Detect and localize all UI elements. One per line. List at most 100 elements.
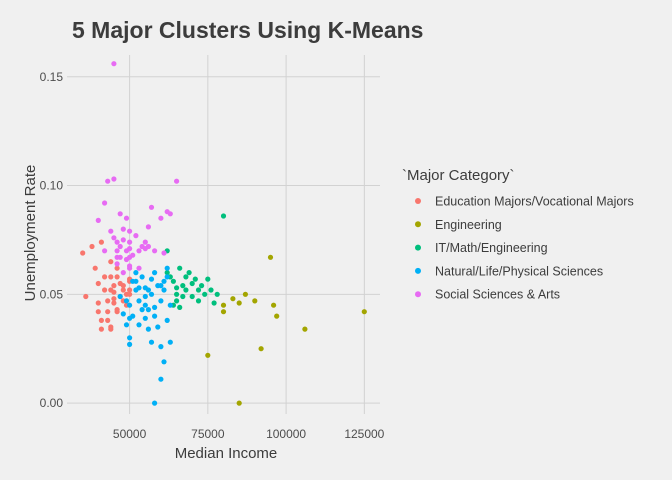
data-point	[108, 324, 114, 330]
grid-lines	[67, 55, 380, 414]
data-point	[102, 274, 108, 280]
data-point	[164, 274, 170, 280]
data-point	[164, 317, 170, 323]
x-axis-ticks: 50000 75000 100000 125000	[113, 427, 385, 441]
data-point	[214, 291, 220, 297]
data-point	[102, 200, 108, 206]
legend-label: Education Majors/Vocational Majors	[435, 195, 634, 209]
data-point	[195, 298, 202, 304]
data-point	[158, 376, 164, 382]
data-point	[142, 293, 148, 300]
data-point	[174, 298, 180, 304]
data-point	[142, 239, 148, 245]
data-point	[108, 228, 114, 234]
data-point	[152, 270, 158, 276]
data-point	[127, 302, 133, 308]
data-point	[123, 298, 130, 304]
data-point	[117, 243, 123, 250]
data-point	[145, 307, 151, 313]
data-point	[142, 315, 148, 321]
data-point	[114, 261, 120, 267]
data-point	[148, 276, 155, 282]
x-tick-label: 125000	[344, 427, 384, 441]
data-point	[111, 61, 117, 67]
data-point	[133, 278, 139, 284]
data-point	[133, 233, 139, 239]
data-point	[180, 283, 186, 289]
data-point	[95, 309, 101, 315]
data-points	[80, 61, 367, 406]
data-point	[174, 285, 180, 291]
legend-key	[415, 244, 421, 251]
data-point	[236, 400, 242, 406]
data-point	[114, 265, 120, 271]
data-point	[136, 265, 142, 271]
data-point	[167, 211, 173, 217]
legend-key	[415, 221, 421, 228]
data-point	[111, 300, 117, 306]
data-point	[98, 317, 104, 323]
y-axis-ticks: 0.00 0.05 0.10 0.15	[40, 70, 64, 410]
data-point	[127, 246, 133, 252]
data-point	[145, 243, 151, 250]
data-point	[95, 217, 101, 223]
legend-key	[415, 291, 421, 298]
x-tick-label: 100000	[266, 427, 306, 441]
data-point	[148, 291, 155, 297]
data-point	[271, 302, 277, 308]
data-point	[158, 283, 164, 289]
data-point	[361, 309, 367, 315]
data-point	[177, 265, 183, 271]
data-point	[133, 270, 139, 276]
data-point	[127, 265, 133, 271]
data-point	[98, 239, 104, 245]
data-point	[152, 313, 158, 319]
data-point	[145, 287, 151, 293]
y-tick-label: 0.00	[40, 396, 64, 410]
data-point	[242, 291, 248, 297]
chart-title: 5 Major Clusters Using K-Means	[72, 17, 423, 43]
data-point	[145, 224, 151, 230]
data-point	[220, 302, 227, 308]
data-point	[192, 276, 198, 282]
data-point	[258, 346, 264, 352]
x-tick-label: 75000	[191, 427, 225, 441]
data-point	[108, 274, 114, 280]
data-point	[220, 213, 227, 219]
data-point	[139, 307, 145, 313]
data-point	[180, 293, 186, 300]
data-point	[155, 324, 161, 330]
data-point	[102, 248, 108, 254]
data-point	[105, 298, 111, 304]
x-axis-title: Median Income	[175, 445, 278, 462]
data-point	[117, 211, 123, 217]
data-point	[183, 287, 189, 293]
data-point	[95, 300, 101, 306]
data-point	[267, 254, 274, 260]
legend-label: IT/Math/Engineering	[435, 241, 548, 255]
data-point	[105, 309, 111, 315]
x-tick-label: 50000	[113, 427, 147, 441]
data-point	[161, 278, 167, 284]
data-point	[189, 293, 195, 300]
data-point	[127, 287, 133, 293]
data-point	[120, 287, 126, 293]
data-point	[120, 226, 126, 232]
data-point	[120, 237, 126, 243]
data-point	[136, 285, 142, 291]
data-point	[167, 302, 173, 308]
data-point	[102, 287, 108, 293]
legend: `Major Category` Education Majors/Vocati…	[402, 167, 634, 302]
data-point	[114, 248, 120, 254]
data-point	[127, 291, 133, 297]
data-point	[177, 304, 183, 310]
y-tick-label: 0.15	[40, 70, 64, 84]
data-point	[205, 276, 211, 282]
y-tick-label: 0.10	[40, 179, 64, 193]
data-point	[127, 239, 133, 245]
data-point	[148, 339, 155, 345]
data-point	[161, 359, 167, 365]
data-point	[142, 302, 148, 308]
data-point	[114, 274, 120, 280]
data-point	[80, 250, 86, 256]
